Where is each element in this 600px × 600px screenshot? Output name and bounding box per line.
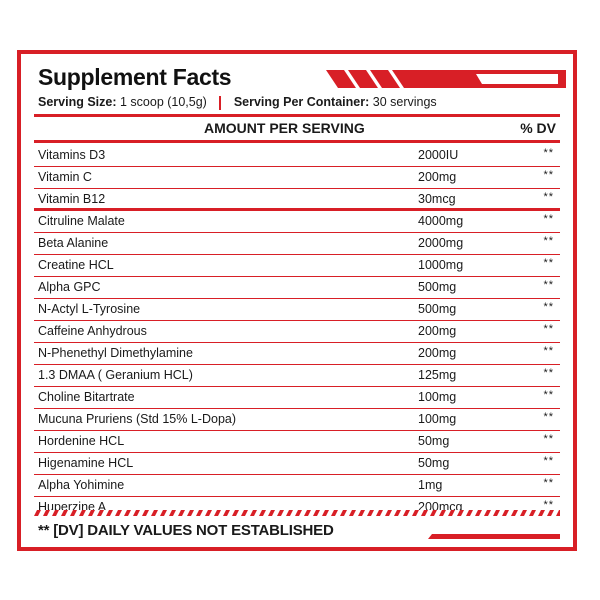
ingredient-name: 1.3 DMAA ( Geranium HCL) — [38, 368, 193, 382]
ingredient-amount: 125mg — [418, 368, 457, 382]
ingredient-amount: 30mcg — [418, 192, 456, 206]
serving-divider — [219, 95, 222, 110]
ingredient-name: Vitamins D3 — [38, 148, 106, 162]
ingredient-row: Creatine HCL 1000mg ** — [34, 255, 560, 277]
ingredient-amount: 200mg — [418, 324, 457, 338]
ingredient-row: Mucuna Pruriens (Std 15% L-Dopa) 100mg ** — [34, 409, 560, 431]
header-top-rule — [34, 114, 560, 117]
ingredient-row: Vitamins D3 2000IU ** — [34, 145, 560, 167]
ingredient-amount: 1mg — [418, 478, 443, 492]
ingredient-row: Citruline Malate 4000mg ** — [34, 211, 560, 233]
ingredient-amount: 50mg — [418, 434, 450, 448]
serving-info: Serving Size: 1 scoop (10,5g) Serving Pe… — [38, 94, 437, 110]
ingredient-name: Alpha Yohimine — [38, 478, 125, 492]
header-bottom-rule — [34, 140, 560, 143]
ingredient-daily-value: ** — [543, 279, 554, 291]
ingredient-amount: 100mg — [418, 412, 457, 426]
ingredient-name: Higenamine HCL — [38, 456, 134, 470]
ingredient-row: Alpha Yohimine 1mg ** — [34, 475, 560, 497]
daily-values-footnote: ** [DV] DAILY VALUES NOT ESTABLISHED — [38, 522, 334, 539]
decorative-stripes — [326, 70, 566, 88]
ingredient-amount: 1000mg — [418, 258, 464, 272]
ingredient-name: Vitamin B12 — [38, 192, 106, 206]
ingredient-amount: 2000IU — [418, 148, 459, 162]
ingredient-daily-value: ** — [543, 367, 554, 379]
ingredient-row: N-Actyl L-Tyrosine 500mg ** — [34, 299, 560, 321]
ingredient-name: Alpha GPC — [38, 280, 101, 294]
panel-title: Supplement Facts — [38, 64, 232, 90]
amount-per-serving-header: AMOUNT PER SERVING — [204, 120, 365, 136]
ingredient-daily-value: ** — [543, 433, 554, 445]
supplement-facts-panel: Supplement Facts Serving Size: 1 scoop (… — [17, 50, 577, 551]
ingredient-daily-value: ** — [543, 257, 554, 269]
ingredient-row: Choline Bitartrate 100mg ** — [34, 387, 560, 409]
ingredient-daily-value: ** — [543, 147, 554, 159]
ingredient-daily-value: ** — [543, 411, 554, 423]
ingredient-daily-value: ** — [543, 499, 554, 511]
ingredient-row: Beta Alanine 2000mg ** — [34, 233, 560, 255]
ingredient-amount: 500mg — [418, 280, 457, 294]
ingredient-amount: 50mg — [418, 456, 450, 470]
ingredient-row: Caffeine Anhydrous 200mg ** — [34, 321, 560, 343]
ingredient-daily-value: ** — [543, 345, 554, 357]
ingredient-amount: 200mg — [418, 170, 457, 184]
ingredient-daily-value: ** — [543, 455, 554, 467]
serving-size-label: Serving Size: — [38, 95, 117, 109]
ingredient-row: Vitamin C 200mg ** — [34, 167, 560, 189]
ingredient-name: Vitamin C — [38, 170, 92, 184]
daily-value-header: % DV — [520, 120, 556, 136]
ingredient-daily-value: ** — [543, 169, 554, 181]
servings-per-container-value: 30 servings — [372, 95, 437, 109]
ingredient-table: Vitamins D3 2000IU ** Vitamin C 200mg ** Vitam… — [34, 145, 560, 518]
table-header: AMOUNT PER SERVING % DV — [34, 116, 560, 140]
serving-size-value: 1 scoop (10,5g) — [119, 95, 207, 109]
ingredient-amount: 500mg — [418, 302, 457, 316]
ingredient-daily-value: ** — [543, 235, 554, 247]
ingredient-name: Creatine HCL — [38, 258, 114, 272]
ingredient-row: 1.3 DMAA ( Geranium HCL) 125mg ** — [34, 365, 560, 387]
ingredient-name: Caffeine Anhydrous — [38, 324, 147, 338]
ingredient-amount: 4000mg — [418, 214, 464, 228]
ingredient-daily-value: ** — [543, 191, 554, 203]
ingredient-amount: 200mg — [418, 346, 457, 360]
ingredient-name: Choline Bitartrate — [38, 390, 135, 404]
ingredient-name: N-Phenethyl Dimethylamine — [38, 346, 193, 360]
ingredient-row: Alpha GPC 500mg ** — [34, 277, 560, 299]
ingredient-row: Vitamin B12 30mcg ** — [34, 189, 560, 211]
ingredient-name: Mucuna Pruriens (Std 15% L-Dopa) — [38, 412, 237, 426]
ingredient-row: N-Phenethyl Dimethylamine 200mg ** — [34, 343, 560, 365]
ingredient-name: Hordenine HCL — [38, 434, 125, 448]
ingredient-daily-value: ** — [543, 213, 554, 225]
ingredient-amount: 100mg — [418, 390, 457, 404]
ingredient-daily-value: ** — [543, 389, 554, 401]
ingredient-name: Beta Alanine — [38, 236, 109, 250]
ingredient-row: Higenamine HCL 50mg ** — [34, 453, 560, 475]
ingredient-row: Hordenine HCL 50mg ** — [34, 431, 560, 453]
ingredient-name: Citruline Malate — [38, 214, 125, 228]
footer-accent-bar — [428, 534, 560, 539]
ingredient-daily-value: ** — [543, 301, 554, 313]
footer-stripe — [34, 510, 560, 516]
ingredient-daily-value: ** — [543, 477, 554, 489]
servings-per-container-label: Serving Per Container: — [233, 95, 370, 109]
ingredient-amount: 2000mg — [418, 236, 464, 250]
ingredient-name: N-Actyl L-Tyrosine — [38, 302, 141, 316]
ingredient-daily-value: ** — [543, 323, 554, 335]
